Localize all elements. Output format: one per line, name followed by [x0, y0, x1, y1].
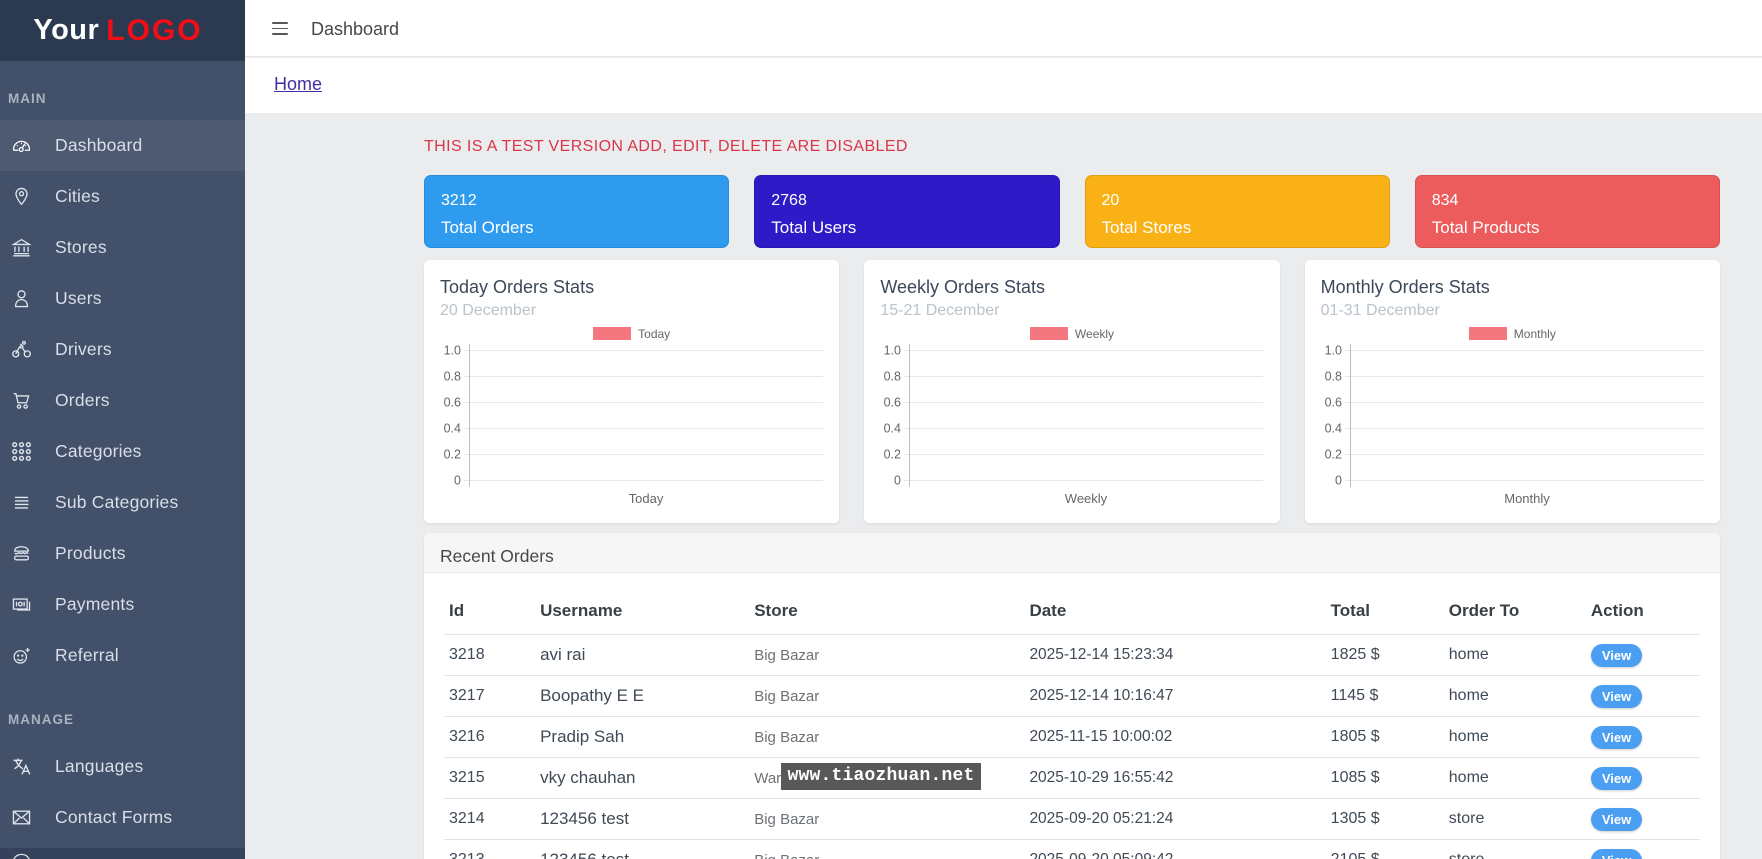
svg-text:Weekly: Weekly: [1065, 491, 1108, 506]
svg-text:1.0: 1.0: [444, 344, 461, 358]
svg-text:Today: Today: [629, 491, 664, 506]
svg-text:0.6: 0.6: [1324, 396, 1341, 410]
svg-text:1.0: 1.0: [884, 344, 901, 358]
svg-text:0.2: 0.2: [1324, 448, 1341, 462]
svg-text:0.6: 0.6: [884, 396, 901, 410]
svg-text:0.8: 0.8: [1324, 370, 1341, 384]
svg-text:1.0: 1.0: [1324, 344, 1341, 358]
svg-text:0: 0: [1335, 474, 1342, 488]
svg-text:0.8: 0.8: [444, 370, 461, 384]
svg-text:0.2: 0.2: [884, 448, 901, 462]
svg-text:0.2: 0.2: [444, 448, 461, 462]
svg-text:0.8: 0.8: [884, 370, 901, 384]
svg-text:0.4: 0.4: [444, 422, 461, 436]
svg-text:0: 0: [454, 474, 461, 488]
svg-text:0.6: 0.6: [444, 396, 461, 410]
svg-text:Monthly: Monthly: [1504, 491, 1550, 506]
svg-text:0.4: 0.4: [884, 422, 901, 436]
svg-text:0.4: 0.4: [1324, 422, 1341, 436]
svg-text:0: 0: [894, 474, 901, 488]
